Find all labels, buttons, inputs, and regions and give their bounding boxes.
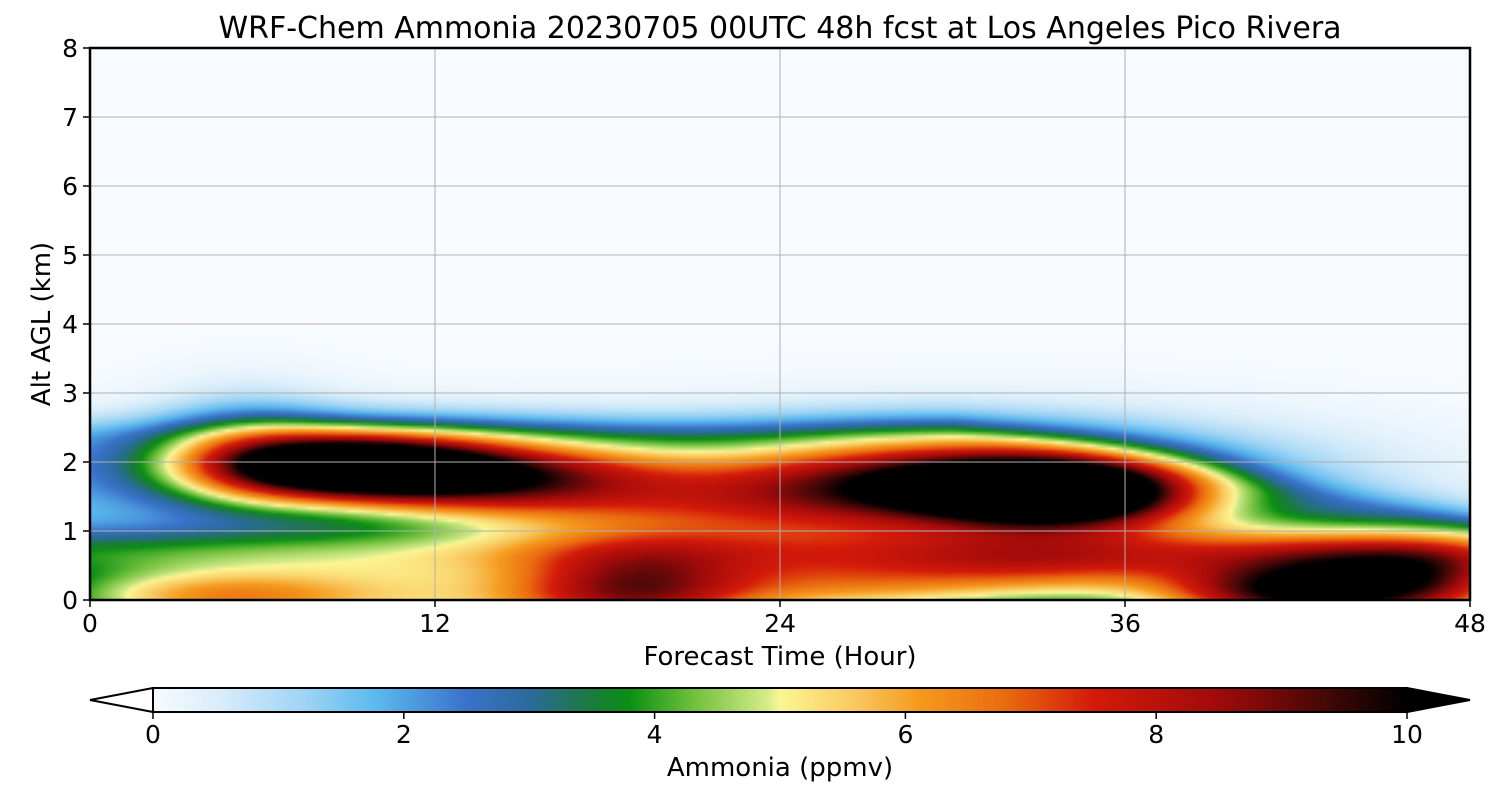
colorbar-tick-label: 10	[1391, 720, 1423, 749]
colorbar-tick-label: 6	[897, 720, 913, 749]
colorbar-tick-label: 4	[647, 720, 663, 749]
x-tick-label: 12	[419, 609, 451, 638]
x-tick-label: 48	[1454, 609, 1486, 638]
colorbar-ticks: 0 2 4 6 8 10	[145, 712, 1423, 749]
x-tick-label: 24	[764, 609, 796, 638]
colorbar-tick-label: 0	[145, 720, 161, 749]
y-tick-label: 7	[62, 103, 78, 132]
grid-lines	[90, 48, 1470, 600]
y-tick-label: 3	[62, 379, 78, 408]
x-tick-label: 0	[82, 609, 98, 638]
x-axis: 0 12 24 36 48	[82, 600, 1486, 638]
y-axis-label: Alt AGL (km)	[27, 242, 57, 406]
y-tick-label: 8	[62, 34, 78, 63]
y-tick-label: 2	[62, 448, 78, 477]
chart-title: WRF-Chem Ammonia 20230705 00UTC 48h fcst…	[218, 11, 1341, 46]
x-tick-label: 36	[1109, 609, 1141, 638]
colorbar: 0 2 4 6 8 10 Ammonia (ppmv)	[89, 686, 1471, 783]
y-tick-label: 6	[62, 172, 78, 201]
y-tick-label: 5	[62, 241, 78, 270]
colorbar-label: Ammonia (ppmv)	[667, 753, 893, 783]
colorbar-extend-high	[1406, 686, 1471, 714]
x-axis-label: Forecast Time (Hour)	[643, 642, 916, 672]
plot-area	[88, 46, 1472, 602]
colorbar-frame	[152, 687, 1408, 713]
colorbar-tick-label: 2	[396, 720, 412, 749]
y-tick-label: 1	[62, 517, 78, 546]
colorbar-gradient	[153, 688, 1407, 712]
y-axis: 0 1 2 3 4 5 6 7 8	[62, 34, 90, 615]
colorbar-tick-label: 8	[1148, 720, 1164, 749]
y-tick-label: 0	[62, 586, 78, 615]
y-tick-label: 4	[62, 310, 78, 339]
colorbar-extend-low	[89, 686, 154, 714]
